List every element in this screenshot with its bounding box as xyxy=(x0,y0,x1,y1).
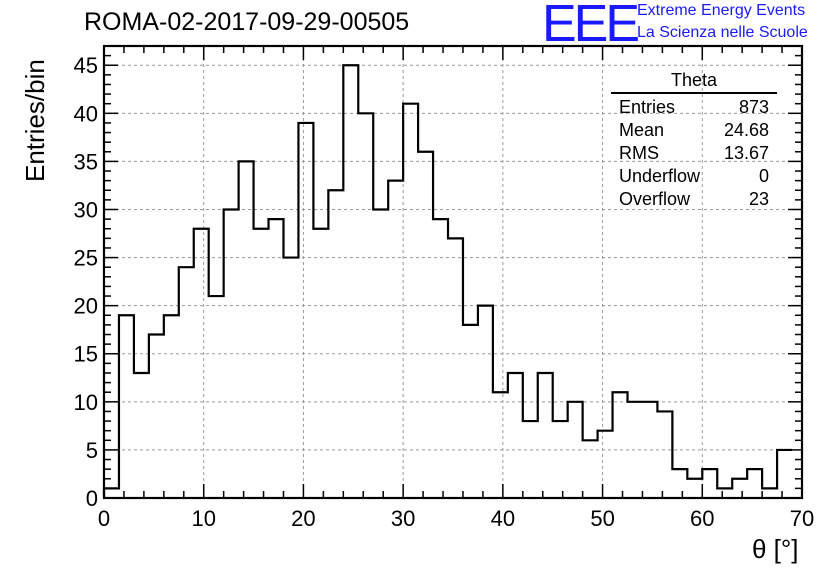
x-tick-label: 40 xyxy=(491,506,515,531)
x-tick-label: 0 xyxy=(98,506,110,531)
stats-row: Underflow 0 xyxy=(611,165,777,188)
x-tick-label: 10 xyxy=(191,506,215,531)
plot-frame xyxy=(102,44,804,500)
y-tick-label: 35 xyxy=(74,149,98,174)
stats-row: Entries 873 xyxy=(611,96,777,119)
stats-box: Theta Entries 873 Mean 24.68 RMS 13.67 Unde… xyxy=(611,70,777,211)
x-axis-label: θ [°] xyxy=(752,534,799,564)
stats-label: Entries xyxy=(619,97,676,117)
stats-value: 23 xyxy=(748,189,769,209)
stats-value: 13.67 xyxy=(723,143,769,163)
logo-line-1: Extreme Energy Events xyxy=(637,2,806,19)
histogram-series xyxy=(102,64,793,498)
y-tick-label: 25 xyxy=(74,246,98,271)
stats-label: Overflow xyxy=(619,189,691,209)
stats-title: Theta xyxy=(611,70,777,94)
y-tick-label: 20 xyxy=(74,294,98,319)
x-tick-label: 30 xyxy=(391,506,415,531)
stats-value: 873 xyxy=(738,97,769,117)
logo-line-2: La Scienza nelle Scuole xyxy=(637,24,808,41)
y-tick-label: 0 xyxy=(86,486,98,511)
y-tick-label: 45 xyxy=(74,53,98,78)
y-tick-label: 10 xyxy=(74,390,98,415)
x-tick-label: 70 xyxy=(790,506,814,531)
x-tick-label: 20 xyxy=(291,506,315,531)
chart-title: ROMA-02-2017-09-29-00505 xyxy=(84,8,410,36)
y-tick-label: 30 xyxy=(74,197,98,222)
x-tick-label: 60 xyxy=(690,506,714,531)
grid-lines xyxy=(104,46,802,498)
y-tick-label: 40 xyxy=(74,101,98,126)
stats-row: Overflow 23 xyxy=(611,188,777,211)
stats-label: RMS xyxy=(619,143,659,163)
stats-row: Mean 24.68 xyxy=(611,119,777,142)
stats-label: Underflow xyxy=(619,166,701,186)
axis-ticks: 0 10 20 30 40 50 60 70 0 5 10 15 20 25 30 35 40 45 xyxy=(74,45,814,531)
y-tick-label: 15 xyxy=(74,342,98,367)
stats-label: Mean xyxy=(619,120,665,140)
stats-value: 24.68 xyxy=(723,120,769,140)
logo-mark: EEE xyxy=(542,0,640,53)
x-tick-label: 50 xyxy=(590,506,614,531)
stats-row: RMS 13.67 xyxy=(611,142,777,165)
stats-value: 0 xyxy=(758,166,769,186)
y-tick-label: 5 xyxy=(86,438,98,463)
y-axis-label: Entries/bin xyxy=(20,59,50,182)
